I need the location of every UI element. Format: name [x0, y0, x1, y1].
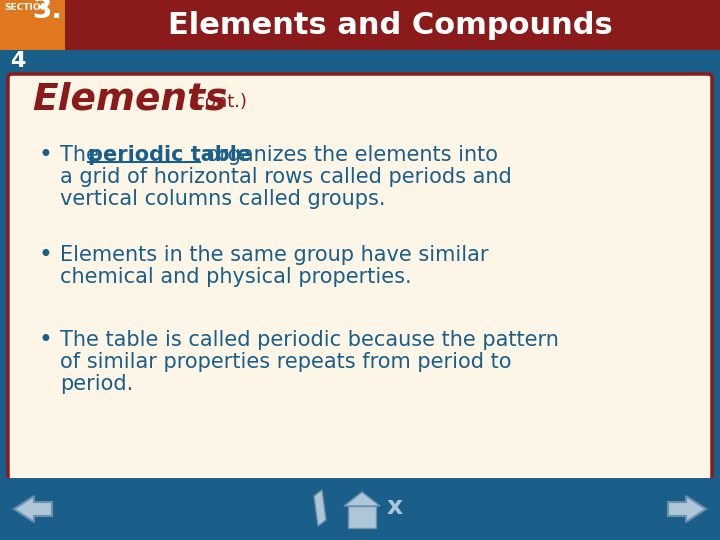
Polygon shape — [344, 492, 380, 506]
Text: 3.: 3. — [32, 0, 62, 24]
Text: 4: 4 — [10, 51, 25, 71]
Text: SECTION: SECTION — [4, 3, 48, 12]
Text: organizes the elements into: organizes the elements into — [200, 145, 498, 165]
Text: •: • — [38, 243, 52, 267]
Text: The: The — [60, 145, 106, 165]
Text: period.: period. — [60, 374, 133, 394]
FancyBboxPatch shape — [8, 74, 712, 482]
FancyArrow shape — [668, 496, 706, 522]
Text: vertical columns called groups.: vertical columns called groups. — [60, 189, 385, 209]
Text: of similar properties repeats from period to: of similar properties repeats from perio… — [60, 352, 511, 372]
FancyBboxPatch shape — [0, 478, 720, 540]
Text: a grid of horizontal rows called periods and: a grid of horizontal rows called periods… — [60, 167, 512, 187]
Text: •: • — [38, 143, 52, 167]
Text: Elements: Elements — [32, 82, 228, 118]
FancyBboxPatch shape — [0, 0, 720, 50]
Text: (cont.): (cont.) — [188, 93, 247, 111]
Text: x: x — [387, 495, 403, 519]
Text: •: • — [38, 328, 52, 352]
Text: The table is called periodic because the pattern: The table is called periodic because the… — [60, 330, 559, 350]
Text: Elements in the same group have similar: Elements in the same group have similar — [60, 245, 488, 265]
FancyBboxPatch shape — [348, 506, 376, 528]
Text: periodic table: periodic table — [88, 145, 251, 165]
Text: Elements and Compounds: Elements and Compounds — [168, 10, 613, 39]
FancyBboxPatch shape — [0, 50, 65, 72]
Polygon shape — [314, 490, 326, 526]
FancyArrow shape — [14, 496, 52, 522]
Text: chemical and physical properties.: chemical and physical properties. — [60, 267, 412, 287]
FancyBboxPatch shape — [0, 0, 65, 50]
